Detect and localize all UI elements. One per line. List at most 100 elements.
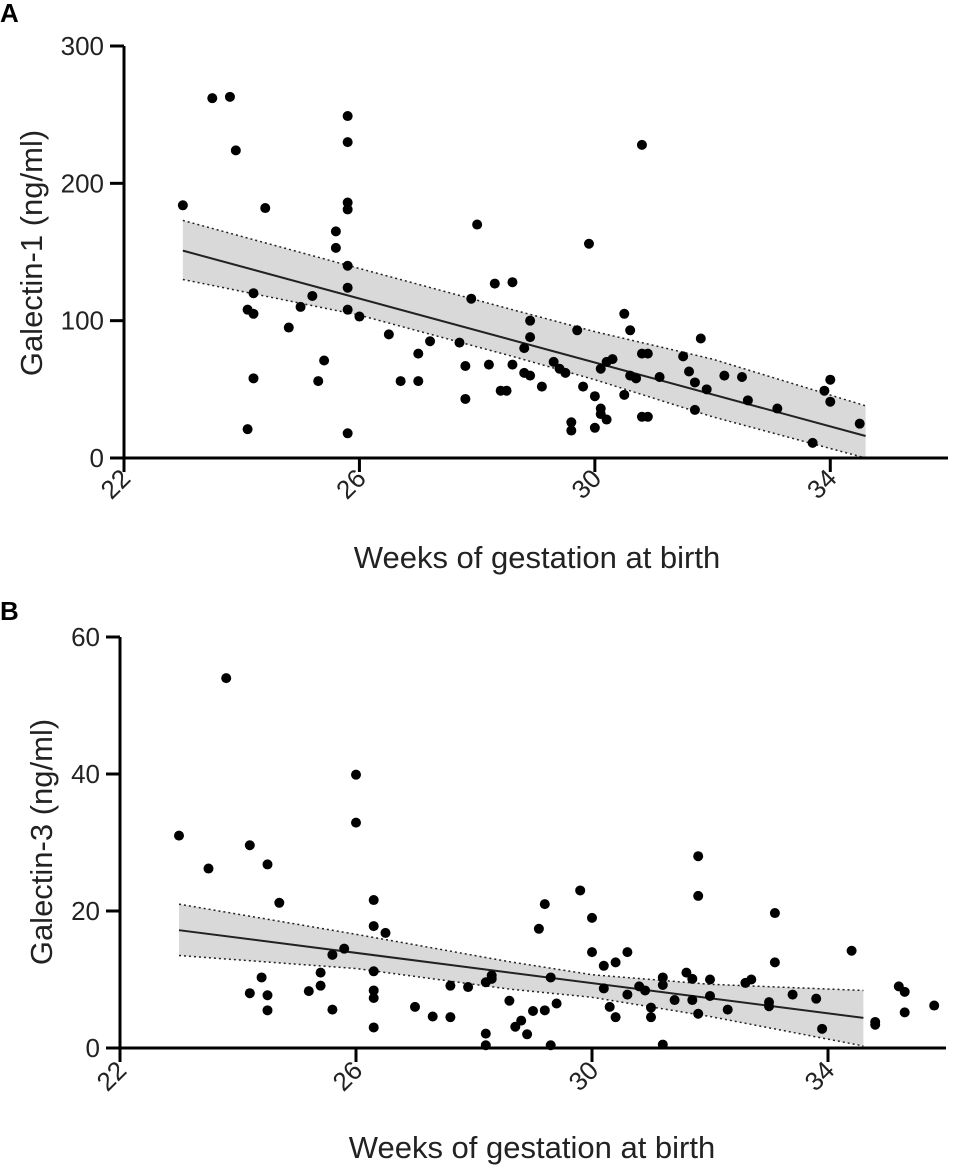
panel-a-data-point <box>589 391 600 402</box>
panel-a-y-tick-label: 0 <box>90 443 104 473</box>
panel-a-data-point <box>330 242 341 253</box>
panel-a-data-point <box>383 329 394 340</box>
panel-b-data-point <box>769 908 780 919</box>
panel-b-data-point <box>368 1022 379 1033</box>
panel-a-data-point <box>342 197 353 208</box>
panel-b-data-point <box>899 986 910 997</box>
panel-b-data-point <box>545 972 556 983</box>
panel-a-data-point <box>342 111 353 122</box>
panel-b-data-point <box>315 980 326 991</box>
panel-a-data-point <box>248 373 259 384</box>
panel-a-data-point <box>313 376 324 387</box>
panel-a-data-point <box>472 219 483 230</box>
panel-a-x-tick-label: 26 <box>330 463 372 505</box>
panel-b-data-point <box>705 974 715 985</box>
panel-b-x-tick-label: 34 <box>799 1055 841 1097</box>
panel-b-confidence-band <box>179 904 864 1046</box>
panel-b-data-point <box>610 1012 621 1023</box>
panel-b-data-point <box>551 998 562 1009</box>
panel-b-y-tick-label: 60 <box>71 622 100 652</box>
panel-b-y-tick-label: 0 <box>86 1033 100 1063</box>
panel-b-data-point <box>640 985 651 996</box>
panel-b-data-point <box>380 927 391 938</box>
panel-b-data-point <box>693 851 704 862</box>
panel-a-ci-lower-line <box>182 278 866 459</box>
panel-a-data-point <box>684 366 695 377</box>
panel-a-y-tick-label: 300 <box>61 31 104 61</box>
panel-b-data-point <box>722 1004 733 1015</box>
panel-a-data-point <box>854 418 865 429</box>
panel-a-data-point <box>413 376 424 387</box>
panel-a-data-point <box>654 371 665 382</box>
panel-b-data-point <box>327 1004 338 1015</box>
panel-b-data-point <box>427 1011 438 1022</box>
panel-b-data-point <box>705 990 715 1001</box>
panel-a-letter: A <box>0 0 19 28</box>
panel-b-data-point <box>929 1000 940 1011</box>
panel-b-data-point <box>646 1002 656 1013</box>
panel-a-data-point <box>483 359 494 370</box>
panel-a-data-point <box>678 351 689 362</box>
panel-a-data-point <box>548 356 559 367</box>
panel-b-data-point <box>870 1019 881 1030</box>
panel-b-data-point <box>445 1012 456 1023</box>
panel-b-ci-lower-line <box>178 954 864 1047</box>
panel-b-data-point <box>244 840 255 851</box>
panel-b-data-point <box>174 830 184 841</box>
panel-b-data-point <box>339 943 350 954</box>
panel-a-data-point <box>342 282 353 293</box>
panel-b-data-point <box>769 957 780 968</box>
panel-a-y-tick-label: 100 <box>61 306 104 336</box>
panel-b-data-point <box>899 1007 910 1018</box>
panel-a-data-point <box>295 301 306 312</box>
panel-a-data-point <box>454 337 465 348</box>
panel-b-data-point <box>445 980 456 991</box>
panel-b-data-point <box>746 974 757 985</box>
panel-b-data-point <box>351 769 361 780</box>
panel-b-data-point <box>539 899 550 910</box>
panel-a-data-point <box>819 385 830 396</box>
panel-a-data-point <box>248 308 259 319</box>
panel-a-data-point <box>742 395 753 406</box>
panel-a-data-point <box>589 422 600 433</box>
panel-b-data-point <box>610 957 621 968</box>
panel-a-data-point <box>224 91 235 102</box>
panel-b-data-point <box>368 895 379 906</box>
panel-a-data-point <box>260 203 271 214</box>
panel-a-data-point <box>601 414 612 425</box>
panel-a-data-point <box>631 373 642 384</box>
panel-a-data-point <box>248 288 259 299</box>
panel-b-data-point <box>575 885 586 896</box>
panel-b-data-point <box>256 972 267 983</box>
panel-b-data-point <box>598 983 609 994</box>
panel-b-data-point <box>303 986 314 997</box>
panel-a-data-point <box>642 348 653 359</box>
panel-a-x-tick-label: 34 <box>801 463 843 505</box>
panel-a-data-point <box>525 370 536 381</box>
panel-b-data-point <box>687 995 698 1006</box>
panel-a-data-point <box>342 428 353 439</box>
panel-b-y-tick-label: 20 <box>71 896 100 926</box>
panel-a-data-point <box>466 293 477 304</box>
panel-b-data-point <box>522 1029 533 1040</box>
panel-b-letter: B <box>0 596 19 626</box>
panel-b-data-point <box>587 912 597 923</box>
panel-a-data-point <box>519 343 530 354</box>
panel-a-data-point <box>695 333 706 344</box>
panel-a-data-point <box>719 370 730 381</box>
panel-b-data-point <box>351 817 361 828</box>
panel-b-data-point <box>622 989 633 1000</box>
panel-b-data-point <box>604 1001 615 1012</box>
panel-b-data-point <box>646 1012 656 1023</box>
panel-b-data-point <box>669 995 680 1006</box>
panel-b-data-point <box>533 923 544 934</box>
panel-a-x-tick-label: 30 <box>565 463 607 505</box>
panel-b-data-point <box>262 990 273 1001</box>
panel-b-data-point <box>504 995 515 1006</box>
panel-a-data-point <box>242 424 253 435</box>
panel-a-data-point <box>572 325 583 336</box>
panel-a-data-point <box>354 311 365 322</box>
panel-a-confidence-band <box>182 220 866 458</box>
